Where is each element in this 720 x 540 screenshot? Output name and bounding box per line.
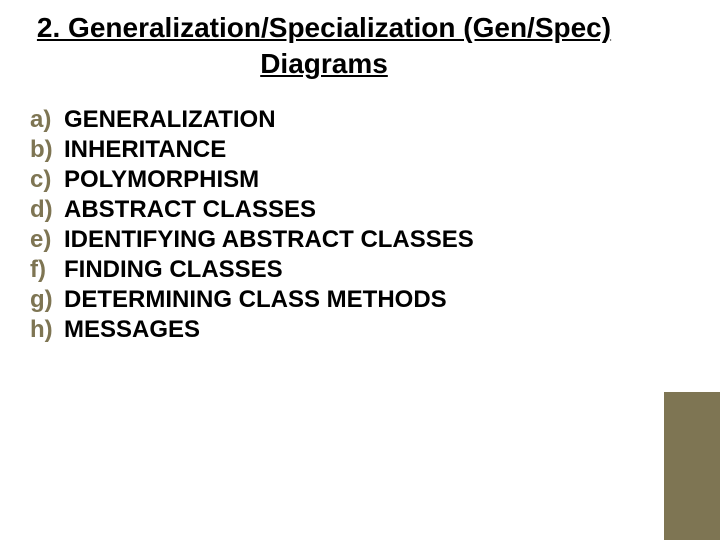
list-item: a) GENERALIZATION <box>30 106 690 134</box>
list-text: POLYMORPHISM <box>64 166 259 194</box>
list-text: GENERALIZATION <box>64 106 276 134</box>
list-marker: d) <box>30 196 64 224</box>
list-item: e) IDENTIFYING ABSTRACT CLASSES <box>30 226 690 254</box>
accent-bar <box>664 392 720 540</box>
list-marker: e) <box>30 226 64 254</box>
list-marker: b) <box>30 136 64 164</box>
list-text: IDENTIFYING ABSTRACT CLASSES <box>64 226 474 254</box>
list-text: INHERITANCE <box>64 136 226 164</box>
list-marker: h) <box>30 316 64 344</box>
list-item: f) FINDING CLASSES <box>30 256 690 284</box>
list-text: MESSAGES <box>64 316 200 344</box>
list-marker: f) <box>30 256 64 284</box>
topic-list: a) GENERALIZATION b) INHERITANCE c) POLY… <box>30 106 690 346</box>
list-text: ABSTRACT CLASSES <box>64 196 316 224</box>
list-item: d) ABSTRACT CLASSES <box>30 196 690 224</box>
slide: 2. Generalization/Specialization (Gen/Sp… <box>0 0 720 540</box>
list-marker: g) <box>30 286 64 314</box>
slide-title: 2. Generalization/Specialization (Gen/Sp… <box>18 10 630 83</box>
list-item: h) MESSAGES <box>30 316 690 344</box>
list-item: c) POLYMORPHISM <box>30 166 690 194</box>
list-item: b) INHERITANCE <box>30 136 690 164</box>
list-item: g) DETERMINING CLASS METHODS <box>30 286 690 314</box>
list-marker: a) <box>30 106 64 134</box>
list-marker: c) <box>30 166 64 194</box>
list-text: DETERMINING CLASS METHODS <box>64 286 447 314</box>
list-text: FINDING CLASSES <box>64 256 283 284</box>
